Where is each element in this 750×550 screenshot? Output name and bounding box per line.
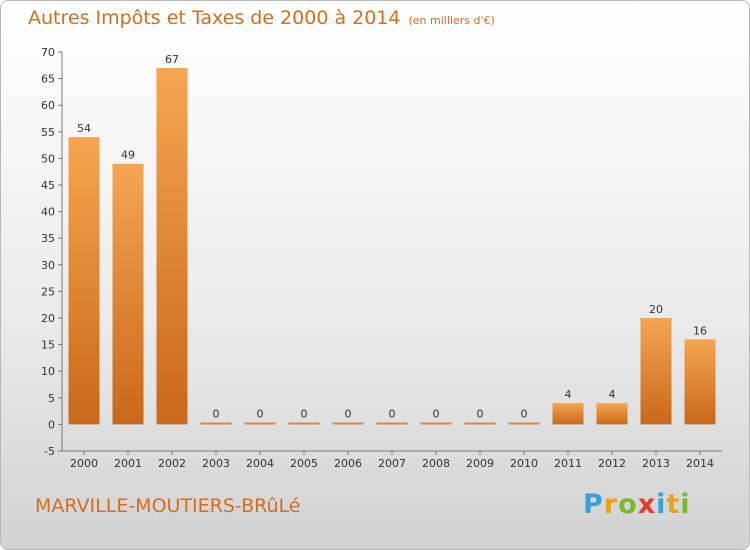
bar-2001: [112, 163, 144, 425]
x-tick-label-2004: 2004: [246, 457, 274, 470]
y-tick-label: 70: [41, 46, 55, 59]
y-tick-label: 35: [41, 232, 55, 245]
x-tick-label-2000: 2000: [70, 457, 98, 470]
x-tick-label-2006: 2006: [334, 457, 362, 470]
bar-2009: [464, 422, 496, 425]
x-tick-label-2009: 2009: [466, 457, 494, 470]
data-label-2009: 0: [477, 407, 484, 420]
commune-name: MARVILLE-MOUTIERS-BRûLé: [35, 495, 301, 517]
bar-2014: [684, 339, 716, 425]
data-label-2000: 54: [77, 122, 91, 135]
data-label-2007: 0: [389, 407, 396, 420]
x-tick-label-2012: 2012: [598, 457, 626, 470]
y-tick-label: 5: [48, 392, 55, 405]
y-tick-label: 10: [41, 365, 55, 378]
data-label-2013: 20: [649, 303, 663, 316]
bar-2010: [508, 422, 540, 425]
x-tick-label-2013: 2013: [642, 457, 670, 470]
bar-2006: [332, 422, 364, 425]
bar-2013: [640, 318, 672, 425]
x-tick-label-2014: 2014: [686, 457, 714, 470]
data-label-2002: 67: [165, 53, 179, 66]
bar-2011: [552, 403, 584, 425]
x-tick-label-2008: 2008: [422, 457, 450, 470]
data-label-2003: 0: [213, 407, 220, 420]
x-tick-label-2005: 2005: [290, 457, 318, 470]
y-tick-label: 40: [41, 206, 55, 219]
data-label-2005: 0: [301, 407, 308, 420]
y-tick-label: 15: [41, 339, 55, 352]
bar-2004: [244, 422, 276, 425]
bar-2000: [68, 137, 100, 425]
bar-2003: [200, 422, 232, 425]
x-tick-label-2007: 2007: [378, 457, 406, 470]
data-label-2011: 4: [565, 388, 572, 401]
y-tick-label: 55: [41, 126, 55, 139]
bar-2008: [420, 422, 452, 425]
bars: [68, 67, 716, 425]
x-tick-label-2002: 2002: [158, 457, 186, 470]
bar-2007: [376, 422, 408, 425]
y-tick-label: 30: [41, 259, 55, 272]
x-tick-label-2010: 2010: [510, 457, 538, 470]
chart-title: Autres Impôts et Taxes de 2000 à 2014: [28, 7, 401, 29]
x-tick-label-2001: 2001: [114, 457, 142, 470]
data-label-2004: 0: [257, 407, 264, 420]
y-tick-label: 20: [41, 312, 55, 325]
data-label-2010: 0: [521, 407, 528, 420]
x-tick-label-2003: 2003: [202, 457, 230, 470]
data-label-2006: 0: [345, 407, 352, 420]
bar-2005: [288, 422, 320, 425]
data-labels: 54 49 67 0 0 0 0 0 0 0 0 4 4 20 16: [77, 53, 707, 420]
x-tick-label-2011: 2011: [554, 457, 582, 470]
proxiti-logo[interactable]: Proxiti: [583, 489, 691, 520]
y-tick-label: 25: [41, 285, 55, 298]
bar-2002: [156, 67, 188, 425]
y-tick-label: 45: [41, 179, 55, 192]
data-label-2008: 0: [433, 407, 440, 420]
y-tick-label: 50: [41, 152, 55, 165]
chart-unit: (en milliers d'€): [408, 14, 495, 27]
y-tick-label: 60: [41, 99, 55, 112]
y-tick-label: -5: [44, 445, 55, 458]
data-label-2014: 16: [693, 324, 707, 337]
bar-2012: [596, 403, 628, 425]
y-tick-label: 0: [48, 418, 55, 431]
y-tick-label: 65: [41, 73, 55, 86]
title-row: Autres Impôts et Taxes de 2000 à 2014 (en…: [28, 7, 495, 29]
data-label-2001: 49: [121, 149, 135, 162]
data-label-2012: 4: [609, 388, 616, 401]
